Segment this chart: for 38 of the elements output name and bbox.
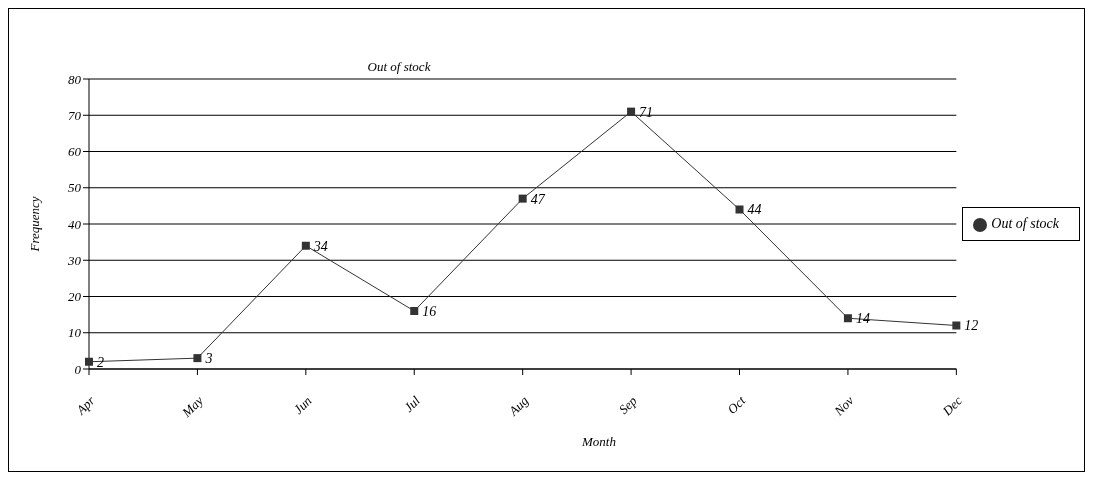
x-tick-label: May xyxy=(178,392,207,421)
data-label: 34 xyxy=(312,238,328,254)
y-tick-label: 70 xyxy=(68,107,82,123)
point xyxy=(627,107,636,116)
y-tick-label: 0 xyxy=(74,361,82,377)
x-axis-title: Month xyxy=(581,434,617,450)
x-tick-label: Jun xyxy=(290,393,315,417)
data-label: 16 xyxy=(422,303,437,319)
point xyxy=(193,354,202,363)
point xyxy=(301,241,310,250)
y-tick-label: 60 xyxy=(68,144,82,160)
x-tick-label: Apr xyxy=(72,392,99,419)
point xyxy=(735,205,744,214)
y-tick-label: 40 xyxy=(68,216,82,232)
point xyxy=(85,357,93,366)
x-tick-label: Oct xyxy=(724,392,749,417)
x-tick-label: Jul xyxy=(401,392,424,415)
data-label: 47 xyxy=(530,191,546,207)
y-tick-label: 80 xyxy=(68,71,82,87)
y-tick-label: 50 xyxy=(68,180,82,196)
y-tick-label: 10 xyxy=(68,325,82,341)
point xyxy=(410,307,419,315)
chart-title: Out of stock xyxy=(367,59,431,74)
x-tick-label: Nov xyxy=(830,392,857,420)
y-tick-label: 30 xyxy=(67,252,82,268)
x-tick-label: Aug xyxy=(505,392,532,420)
point xyxy=(952,321,961,330)
x-tick-label: Sep xyxy=(615,392,641,417)
y-tick-label: 20 xyxy=(68,289,82,305)
point xyxy=(843,314,852,323)
data-label: 44 xyxy=(747,202,762,218)
data-label: 3 xyxy=(204,351,213,367)
data-label: 12 xyxy=(964,318,979,334)
y-axis-title: Frequency xyxy=(26,196,42,253)
data-label: 14 xyxy=(855,311,870,327)
x-tick-label: Dec xyxy=(938,392,966,420)
legend-label: Out of stock xyxy=(991,216,1059,231)
point xyxy=(518,194,527,203)
